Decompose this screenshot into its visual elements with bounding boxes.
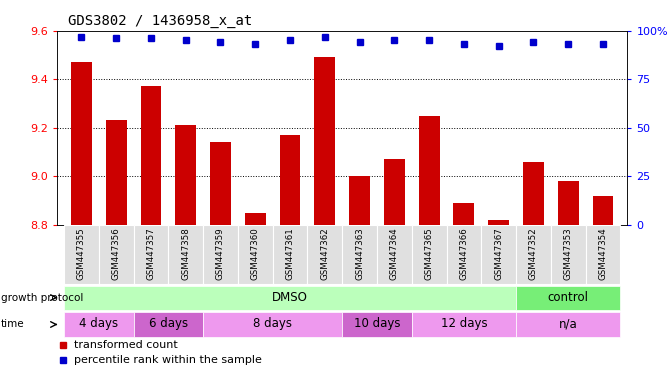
Bar [516,225,551,284]
Text: 10 days: 10 days [354,318,400,331]
Text: 4 days: 4 days [79,318,118,331]
Bar [454,203,474,225]
Text: GSM447354: GSM447354 [599,227,607,280]
Text: transformed count: transformed count [74,340,178,350]
Bar [106,121,127,225]
Bar [315,57,336,225]
Text: GSM447356: GSM447356 [111,227,121,280]
Bar [272,225,307,284]
Text: GSM447366: GSM447366 [460,227,468,280]
Bar [71,62,92,225]
Bar [342,225,377,284]
Text: 12 days: 12 days [441,318,487,331]
Bar [419,116,440,225]
Bar [245,212,266,225]
Bar [238,225,272,284]
Bar [64,225,99,284]
Text: GSM447355: GSM447355 [77,227,86,280]
Bar [280,135,301,225]
Bar [412,313,516,336]
Bar [342,313,412,336]
Bar [412,225,446,284]
Text: growth protocol: growth protocol [1,293,83,303]
Text: GSM447365: GSM447365 [425,227,433,280]
Bar [446,225,481,284]
Text: 8 days: 8 days [253,318,292,331]
Bar [516,313,621,336]
Text: GSM447357: GSM447357 [146,227,156,280]
Text: time: time [1,319,24,329]
Bar [586,225,621,284]
Bar [307,225,342,284]
Bar [558,181,578,225]
Bar [203,225,238,284]
Bar [210,142,231,225]
Bar [64,286,516,310]
Text: GSM447361: GSM447361 [286,227,295,280]
Bar [384,159,405,225]
Bar [134,313,203,336]
Text: GSM447359: GSM447359 [216,227,225,280]
Bar [64,313,134,336]
Text: GSM447352: GSM447352 [529,227,538,280]
Bar [175,125,196,225]
Text: GSM447358: GSM447358 [181,227,190,280]
Bar [134,225,168,284]
Bar [516,286,621,310]
Text: GSM447353: GSM447353 [564,227,573,280]
Bar [523,162,544,225]
Text: GSM447367: GSM447367 [495,227,503,280]
Bar [377,225,412,284]
Text: GSM447360: GSM447360 [251,227,260,280]
Text: control: control [548,291,588,304]
Bar [551,225,586,284]
Text: GSM447362: GSM447362 [320,227,329,280]
Bar [349,176,370,225]
Text: GDS3802 / 1436958_x_at: GDS3802 / 1436958_x_at [68,14,253,28]
Text: DMSO: DMSO [272,291,308,304]
Text: percentile rank within the sample: percentile rank within the sample [74,354,262,364]
Bar [140,86,161,225]
Bar [481,225,516,284]
Bar [203,313,342,336]
Bar [488,220,509,225]
Bar [168,225,203,284]
Text: GSM447363: GSM447363 [355,227,364,280]
Text: 6 days: 6 days [149,318,188,331]
Bar [592,195,613,225]
Bar [99,225,134,284]
Text: GSM447364: GSM447364 [390,227,399,280]
Text: n/a: n/a [559,318,578,331]
